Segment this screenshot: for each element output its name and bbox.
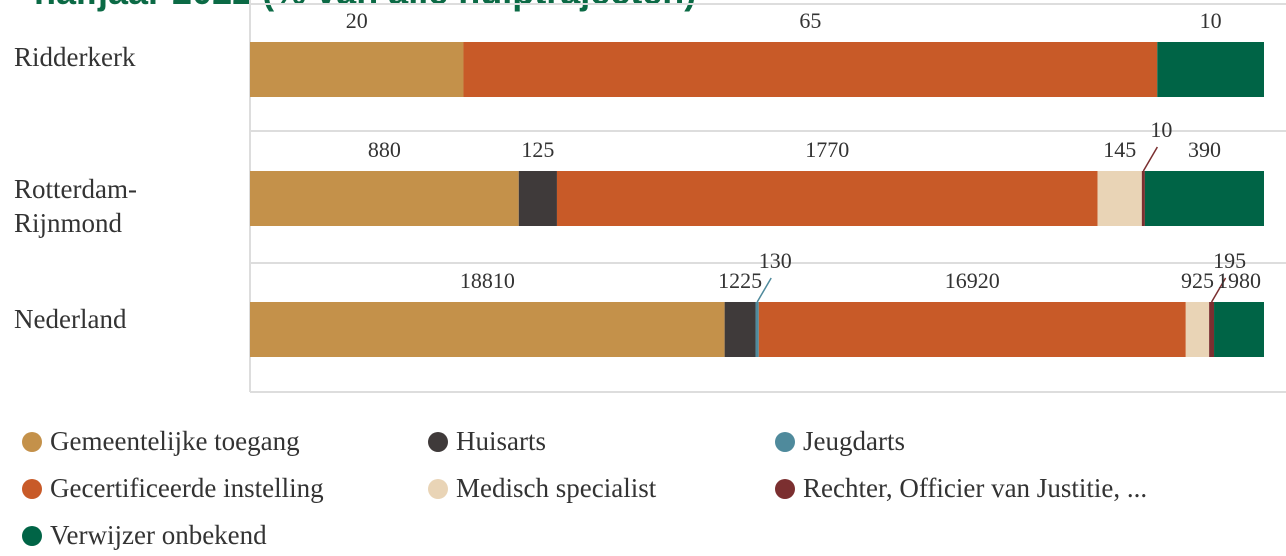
legend-item: Rechter, Officier van Justitie, ... — [775, 473, 1147, 504]
value-label: 10 — [1150, 117, 1172, 142]
leader-line — [1210, 277, 1227, 303]
legend-item: Gemeentelijke toegang — [22, 426, 300, 457]
value-label: 925 — [1181, 268, 1214, 293]
legend-label: Rechter, Officier van Justitie, ... — [803, 473, 1148, 503]
leader-line — [756, 277, 772, 303]
legend-swatch — [22, 525, 42, 546]
legend-label: Medisch specialist — [456, 473, 657, 503]
legend-label: Jeugdarts — [803, 426, 905, 456]
bar-segment — [724, 302, 756, 357]
value-label: 195 — [1213, 248, 1246, 273]
leader-line — [1142, 146, 1159, 172]
value-label: 145 — [1103, 137, 1136, 162]
bar-segment — [250, 302, 725, 357]
legend-swatch — [22, 431, 42, 452]
value-label: 10 — [1200, 8, 1222, 33]
value-label: 130 — [759, 248, 792, 273]
legend-swatch — [428, 478, 448, 499]
legend-item: Jeugdarts — [775, 426, 905, 457]
bar-segment — [1097, 171, 1142, 226]
legend-item: Medisch specialist — [428, 473, 656, 504]
value-label: 16920 — [945, 268, 1000, 293]
legend-swatch — [22, 478, 42, 499]
value-label: 1770 — [805, 137, 849, 162]
legend-swatch — [775, 431, 795, 452]
bar-segment — [1214, 302, 1264, 357]
bar-segment — [1209, 302, 1215, 357]
bar-segment — [1157, 42, 1264, 97]
legend-label: Verwijzer onbekend — [50, 520, 267, 550]
bar-segment — [1185, 302, 1210, 357]
bar-segment — [758, 302, 1186, 357]
legend-swatch — [775, 478, 795, 499]
value-label: 1980 — [1217, 268, 1261, 293]
legend-label: Gecertificeerde instelling — [50, 473, 324, 503]
category-label: Nederland — [14, 304, 127, 334]
bar-segment — [463, 42, 1158, 97]
bar-segment — [755, 302, 759, 357]
value-label: 18810 — [460, 268, 515, 293]
bar-segment — [1144, 171, 1264, 226]
category-label: Rotterdam- Rijnmond — [14, 174, 137, 238]
legend-label: Gemeentelijke toegang — [50, 426, 300, 456]
value-label: 20 — [346, 8, 368, 33]
bar-segment — [250, 171, 519, 226]
bar-segment — [1141, 171, 1145, 226]
chart: halfjaar 2022 (% van alle hulptrajecten)… — [34, 0, 1286, 393]
bar-segment — [250, 42, 464, 97]
value-label: 1225 — [718, 268, 762, 293]
legend-item: Gecertificeerde instelling — [22, 473, 324, 504]
legend-item: Huisarts — [428, 426, 546, 457]
value-label: 65 — [799, 8, 821, 33]
legend-swatch — [428, 431, 448, 452]
category-label: Ridderkerk — [14, 42, 136, 72]
bar-segment — [518, 171, 557, 226]
value-label: 880 — [368, 137, 401, 162]
legend-label: Huisarts — [456, 426, 546, 456]
bar-segment — [556, 171, 1098, 226]
legend-item: Verwijzer onbekend — [22, 520, 267, 551]
value-label: 125 — [521, 137, 554, 162]
value-label: 390 — [1188, 137, 1221, 162]
